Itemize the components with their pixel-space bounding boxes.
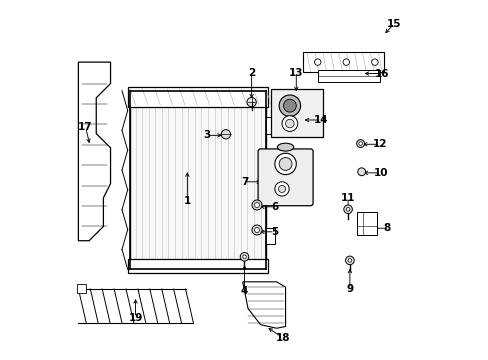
Text: 15: 15 — [386, 18, 401, 28]
Ellipse shape — [277, 143, 293, 151]
Bar — [128, 258, 267, 273]
Circle shape — [358, 142, 362, 145]
Bar — [271, 89, 323, 137]
Text: 17: 17 — [78, 122, 93, 132]
Circle shape — [371, 59, 377, 65]
Text: 4: 4 — [240, 286, 248, 296]
Text: 13: 13 — [288, 68, 303, 78]
Circle shape — [279, 95, 300, 116]
Circle shape — [357, 168, 365, 176]
Circle shape — [246, 98, 256, 107]
Circle shape — [278, 185, 285, 193]
Bar — [265, 167, 274, 184]
Circle shape — [274, 153, 296, 175]
Bar — [303, 52, 383, 72]
Circle shape — [347, 258, 351, 262]
Circle shape — [343, 59, 349, 65]
Circle shape — [283, 99, 296, 112]
Circle shape — [242, 255, 246, 258]
Circle shape — [343, 205, 352, 213]
Text: 16: 16 — [374, 68, 388, 78]
Text: 1: 1 — [183, 197, 191, 206]
Text: 19: 19 — [128, 312, 142, 323]
Bar — [356, 212, 376, 235]
Circle shape — [346, 207, 349, 211]
Text: 11: 11 — [340, 193, 355, 203]
Circle shape — [314, 59, 320, 65]
Circle shape — [282, 116, 297, 131]
Circle shape — [254, 228, 259, 233]
Bar — [317, 70, 380, 82]
Text: 14: 14 — [313, 115, 328, 125]
Circle shape — [285, 119, 294, 128]
Circle shape — [279, 157, 291, 170]
Text: 7: 7 — [240, 177, 248, 187]
Text: 5: 5 — [271, 227, 278, 237]
Circle shape — [356, 140, 364, 148]
Bar — [265, 117, 274, 134]
Bar — [77, 284, 85, 293]
Text: 8: 8 — [383, 223, 390, 233]
Circle shape — [251, 200, 262, 210]
Bar — [265, 228, 274, 244]
Text: 18: 18 — [275, 333, 290, 343]
Text: 9: 9 — [346, 284, 353, 294]
Circle shape — [240, 252, 248, 261]
Text: 3: 3 — [203, 130, 210, 140]
Bar — [128, 87, 267, 107]
Circle shape — [274, 182, 288, 196]
Text: 6: 6 — [271, 202, 278, 212]
Text: 2: 2 — [247, 68, 255, 78]
Bar — [130, 91, 265, 269]
Text: 12: 12 — [372, 139, 386, 149]
Text: 10: 10 — [373, 168, 387, 178]
Circle shape — [221, 130, 230, 139]
FancyBboxPatch shape — [258, 149, 312, 206]
Circle shape — [345, 256, 353, 265]
Circle shape — [251, 225, 262, 235]
Circle shape — [254, 203, 259, 207]
